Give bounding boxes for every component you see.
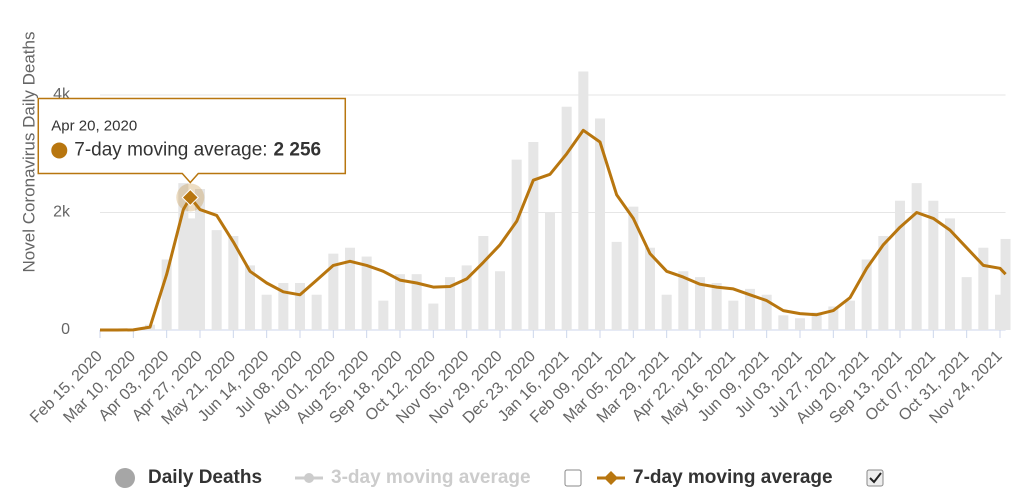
- y-axis-title: Novel Coronavirus Daily Deaths: [19, 32, 38, 273]
- bar: [628, 206, 639, 330]
- checkmark: [869, 472, 882, 484]
- tooltip-value: 2 256: [274, 139, 322, 160]
- bar: [295, 283, 305, 330]
- bar: [611, 241, 622, 330]
- tooltip-box: [37, 97, 347, 184]
- bar: [428, 303, 439, 330]
- bar: [578, 71, 589, 330]
- bar: [811, 312, 822, 330]
- bar: [561, 106, 572, 330]
- bar: [978, 247, 989, 330]
- checkbox: [866, 469, 884, 487]
- legend-item[interactable]: 3-day moving average: [295, 467, 531, 488]
- y-tick-label: 2k: [53, 204, 71, 221]
- hover-marker: [181, 188, 199, 207]
- legend-symbol: [115, 468, 135, 488]
- bar: [245, 265, 255, 330]
- bar: [845, 300, 855, 330]
- bar: [928, 200, 939, 330]
- tooltip-series: 7-day moving average:: [74, 139, 267, 160]
- tooltip-dot: [51, 142, 68, 159]
- bar: [495, 271, 505, 330]
- bar: [945, 218, 955, 330]
- bar: [461, 265, 472, 330]
- bar: [185, 218, 196, 330]
- bar: [528, 142, 539, 330]
- legend-label: 3-day moving average: [331, 467, 531, 488]
- bar: [861, 259, 872, 330]
- bar: [645, 247, 655, 330]
- bar: [695, 277, 705, 330]
- bar: [878, 236, 889, 330]
- bar: [828, 306, 839, 330]
- bar: [1000, 238, 1011, 330]
- bar: [395, 274, 405, 330]
- bar: [961, 277, 972, 330]
- bar: [545, 212, 555, 330]
- legend-checkbox[interactable]: [866, 469, 884, 487]
- bar: [595, 118, 605, 330]
- bar: [211, 230, 222, 330]
- tooltip-label: 7-day moving average: 2 256: [74, 139, 321, 160]
- bar: [895, 200, 905, 330]
- legend-label: Daily Deaths: [148, 467, 262, 488]
- bar: [261, 294, 272, 330]
- bar: [661, 294, 672, 330]
- bar: [278, 283, 289, 330]
- checkbox: [564, 469, 582, 487]
- bar: [911, 183, 922, 330]
- bar: [795, 318, 805, 330]
- bar: [311, 294, 322, 330]
- bar: [195, 189, 205, 330]
- bar: [761, 294, 772, 330]
- bar: [745, 288, 755, 330]
- legend-checkbox[interactable]: [564, 469, 582, 487]
- bar: [511, 159, 522, 330]
- legend-symbol: [304, 473, 314, 483]
- bar: [711, 283, 722, 330]
- bar: [778, 315, 789, 330]
- bar: [728, 300, 739, 330]
- bar: [178, 183, 189, 330]
- bar: [411, 274, 422, 330]
- tooltip-date: Apr 20, 2020: [51, 117, 137, 134]
- bar: [161, 259, 172, 330]
- bar: [445, 277, 455, 330]
- bar: [345, 247, 355, 330]
- legend-item[interactable]: Daily Deaths: [115, 467, 262, 488]
- legend-item[interactable]: 7-day moving average: [597, 467, 833, 488]
- bar: [228, 236, 239, 330]
- bar: [361, 256, 372, 330]
- legend-label: 7-day moving average: [633, 467, 833, 488]
- bar: [328, 253, 339, 330]
- bar: [678, 271, 689, 330]
- bar: [378, 300, 389, 330]
- line: [100, 128, 1007, 332]
- bar: [995, 294, 1005, 330]
- bar: [478, 236, 489, 330]
- legend-symbol: [604, 471, 618, 485]
- y-tick-label: 0: [61, 321, 70, 338]
